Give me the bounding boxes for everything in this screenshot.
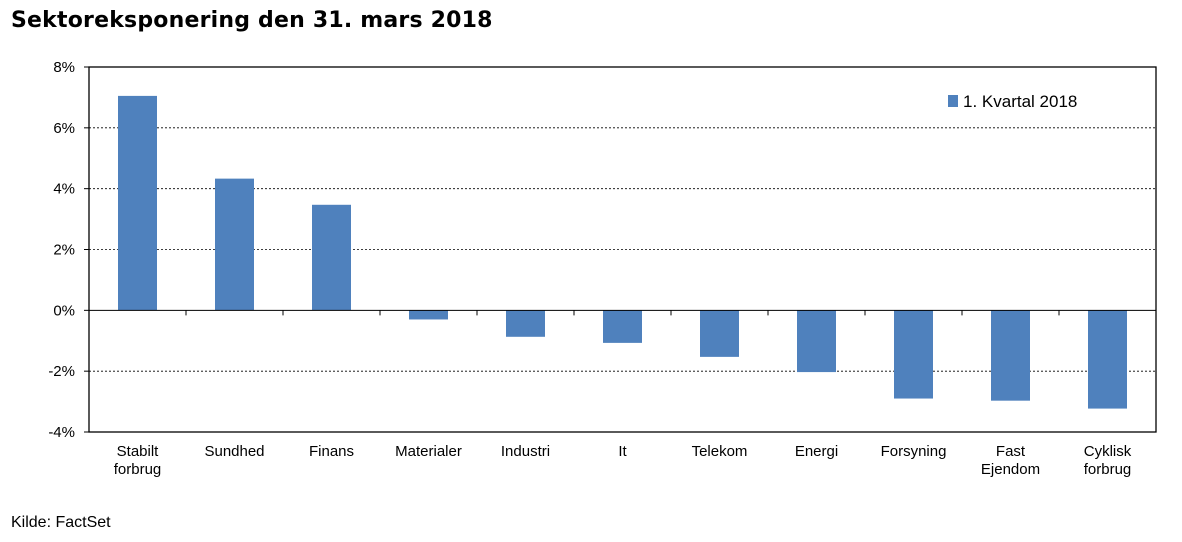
category-label-line: It [618, 443, 627, 460]
bar [797, 310, 836, 373]
legend-swatch [948, 95, 958, 107]
bar [118, 95, 157, 311]
bar [215, 178, 254, 311]
category-label-line: Finans [309, 443, 354, 460]
category-label-line: Sundhed [204, 443, 264, 460]
category-label: Fast Ejendom [981, 443, 1040, 478]
category-label-line: Stabilt [117, 443, 160, 460]
category-label: Industri [501, 443, 550, 460]
category-label: Stabilt forbrug [114, 443, 162, 478]
bar [312, 204, 351, 311]
source-note: Kilde: FactSet [11, 514, 111, 531]
gridlines [89, 127, 1156, 372]
bars [118, 95, 1127, 409]
category-label-line: Materialer [395, 443, 462, 460]
bar [409, 310, 448, 320]
category-label-line: Ejendom [981, 461, 1040, 478]
category-label: Telekom [692, 443, 748, 460]
category-label-line: Cyklisk [1084, 443, 1132, 460]
category-label: Finans [309, 443, 354, 460]
y-tick-label: 0% [53, 302, 75, 319]
y-tick-label: 8% [53, 59, 75, 76]
y-tick-label: 4% [53, 181, 75, 198]
bar [894, 310, 933, 399]
category-label: It [618, 443, 627, 460]
bar [603, 310, 642, 343]
axes [84, 66, 1157, 433]
legend: 1. Kvartal 2018 [948, 92, 1077, 111]
chart-title: Sektoreksponering den 31. mars 2018 [11, 8, 493, 33]
category-label-line: Telekom [692, 443, 748, 460]
category-label: Sundhed [204, 443, 264, 460]
category-label-line: Forsyning [881, 443, 947, 460]
legend-label: 1. Kvartal 2018 [963, 92, 1077, 111]
category-label-line: Fast [996, 443, 1026, 460]
y-tick-label: 6% [53, 120, 75, 137]
category-label: Energi [795, 443, 838, 460]
bar [700, 310, 739, 357]
y-tick-label: 2% [53, 242, 75, 259]
category-label-line: Energi [795, 443, 838, 460]
bar [1088, 310, 1127, 409]
category-label: Materialer [395, 443, 462, 460]
y-tick-label: -2% [48, 363, 75, 380]
category-label-line: forbrug [1084, 461, 1132, 478]
bar [991, 310, 1030, 401]
y-tick-labels: 8% 6% 4% 2% 0% -2% -4% [48, 59, 75, 441]
category-label-line: forbrug [114, 461, 162, 478]
category-label: Cyklisk forbrug [1084, 443, 1132, 478]
category-label: Forsyning [881, 443, 947, 460]
category-label-line: Industri [501, 443, 550, 460]
y-tick-label: -4% [48, 424, 75, 441]
bar [506, 310, 545, 337]
